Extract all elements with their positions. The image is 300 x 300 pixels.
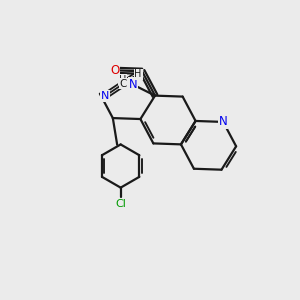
Text: H: H bbox=[119, 74, 127, 85]
Text: N: N bbox=[129, 78, 137, 91]
Text: Cl: Cl bbox=[115, 199, 126, 209]
Text: H: H bbox=[134, 69, 142, 80]
Text: O: O bbox=[110, 64, 119, 77]
Text: N: N bbox=[219, 116, 227, 128]
Text: C: C bbox=[120, 79, 127, 89]
Text: N: N bbox=[100, 91, 109, 101]
